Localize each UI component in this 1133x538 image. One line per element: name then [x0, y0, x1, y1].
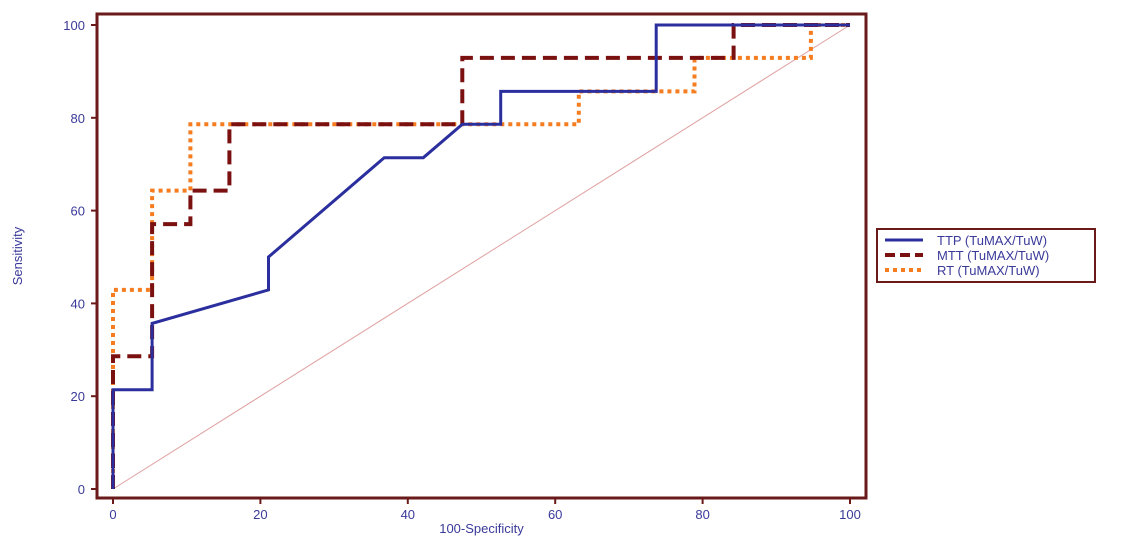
y-tick-label-2: 40: [71, 296, 85, 311]
x-tick-label-3: 60: [548, 507, 562, 522]
y-tick-label-1: 20: [71, 389, 85, 404]
x-axis-title: 100-Specificity: [439, 521, 524, 536]
series-line-2: [111, 23, 850, 489]
plot-frame: [95, 12, 868, 500]
legend-label-0: TTP (TuMAX/TuW): [937, 233, 1047, 248]
y-tick-label-4: 80: [71, 111, 85, 126]
y-tick-label-3: 60: [71, 204, 85, 219]
y-axis-title: Sensitivity: [10, 226, 25, 285]
x-tick-label-4: 80: [695, 507, 709, 522]
y-tick-label-0: 0: [78, 482, 85, 497]
x-tick-label-0: 0: [109, 507, 116, 522]
legend-label-1: MTT (TuMAX/TuW): [937, 248, 1049, 263]
legend-label-2: RT (TuMAX/TuW): [937, 263, 1040, 278]
x-tick-label-1: 20: [253, 507, 267, 522]
reference-diagonal-line: [112, 24, 851, 490]
x-tick-label-2: 40: [401, 507, 415, 522]
y-tick-label-5: 100: [63, 18, 85, 33]
series-line-0: [111, 23, 850, 489]
legend-box: [876, 228, 1096, 283]
x-tick-label-5: 100: [839, 507, 861, 522]
